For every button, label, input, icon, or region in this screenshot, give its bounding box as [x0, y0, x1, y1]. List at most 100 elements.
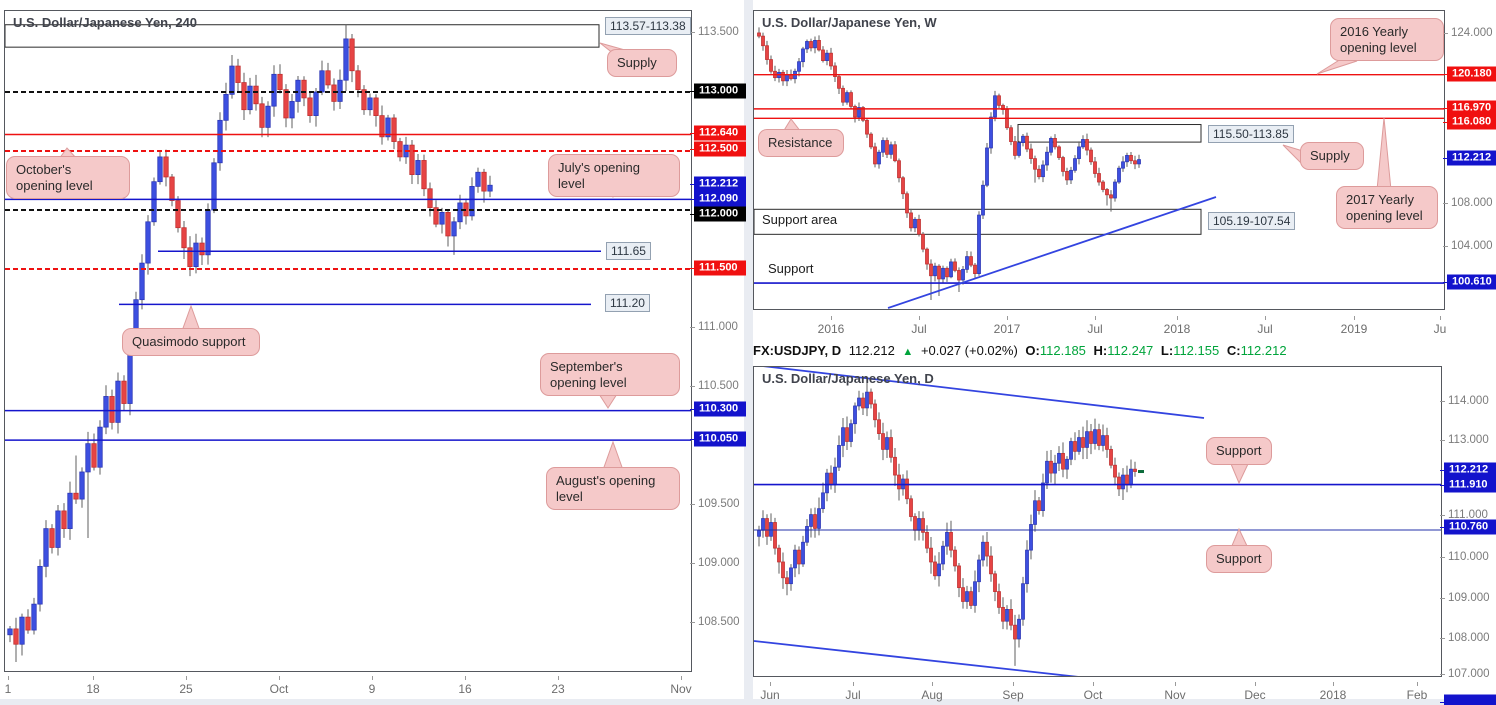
candle-body: [223, 93, 229, 121]
candle-body: [1057, 452, 1061, 464]
axis-price-label: 120.180: [1447, 66, 1496, 82]
candle-body: [797, 61, 801, 72]
axis-tick-label: Ju: [1433, 322, 1447, 336]
ticker-symbol[interactable]: FX:USDJPY, D: [753, 343, 842, 358]
candle-body: [981, 541, 985, 561]
axis-tick: [1354, 316, 1355, 320]
candle-body: [1097, 173, 1101, 183]
candle-body: [853, 405, 857, 425]
candle-body: [1129, 155, 1133, 162]
candle-body: [445, 211, 451, 237]
axis-price-label: 111.500: [694, 260, 746, 276]
candle-body: [415, 160, 421, 175]
candle-body: [181, 227, 187, 249]
candle-body: [849, 92, 853, 107]
candle-body: [965, 256, 969, 270]
candle-body: [909, 498, 913, 517]
candlestick-canvas-4h: [5, 24, 691, 662]
candle-body: [211, 162, 217, 211]
candle-body: [1129, 468, 1133, 486]
trendline[interactable]: [887, 196, 1217, 309]
candle-body: [1081, 437, 1085, 448]
axis-tick-label: 109.000: [698, 557, 740, 569]
candle-body: [1009, 609, 1013, 626]
candle-body: [909, 212, 913, 229]
candle-body: [427, 188, 433, 209]
candle-body: [73, 492, 79, 500]
candle-body: [893, 456, 897, 476]
candle-body: [349, 38, 355, 72]
pane-separator-vertical[interactable]: [744, 0, 753, 705]
candle-body: [145, 221, 151, 264]
candle-body: [1041, 482, 1045, 512]
axis-tick-label: 111.000: [698, 321, 738, 333]
candle-body: [61, 510, 67, 529]
candle-body: [259, 103, 265, 128]
candle-body: [7, 628, 13, 636]
ticker-high-value: 112.247: [1107, 343, 1154, 358]
axis-tick: [919, 316, 920, 320]
candle-body: [163, 156, 169, 178]
candle-body: [801, 541, 805, 565]
candle-body: [897, 474, 901, 490]
candle-body: [331, 84, 337, 102]
candle-body: [391, 117, 397, 142]
candle-body: [55, 510, 61, 548]
candle-body: [997, 591, 1001, 608]
axis-tick-label: 109.500: [698, 498, 740, 510]
chart-pane-weekly[interactable]: U.S. Dollar/Japanese Yen, W: [753, 10, 1445, 310]
candle-body: [1077, 437, 1081, 452]
candle-body: [825, 472, 829, 494]
candle-body: [953, 549, 957, 567]
axis-tick: [1093, 682, 1094, 686]
candle-body: [877, 419, 881, 434]
candle-body: [1021, 135, 1025, 144]
candle-body: [19, 616, 25, 645]
candle-body: [829, 52, 833, 67]
candle-body: [379, 115, 385, 138]
axis-tick-label: Jul: [1257, 322, 1273, 336]
axis-tick-label: 110.000: [1448, 551, 1489, 563]
axis-price-label: 112.212: [1444, 462, 1496, 478]
axis-tick-label: 9: [368, 682, 376, 696]
axis-tick: [681, 676, 682, 680]
callout-tail: [598, 393, 618, 409]
chart-title-4h: U.S. Dollar/Japanese Yen, 240: [13, 15, 198, 30]
callout-tail: [1282, 144, 1304, 167]
candle-body: [817, 40, 821, 51]
candle-body: [845, 427, 849, 442]
candle-body: [1101, 181, 1105, 190]
axis-tick: [372, 676, 373, 680]
candle-body: [67, 492, 73, 529]
candle-body: [861, 397, 865, 409]
candle-body: [1061, 157, 1065, 172]
candle-body: [769, 522, 773, 537]
candle-body: [103, 396, 109, 428]
candle-body: [85, 443, 91, 473]
up-arrow-icon: ▲: [902, 346, 914, 358]
candle-body: [917, 218, 921, 235]
candle-body: [361, 89, 367, 111]
candle-body: [769, 59, 773, 72]
candle-body: [115, 380, 121, 423]
axis-tick: [558, 676, 559, 680]
supply-zone[interactable]: [5, 24, 600, 48]
candle-body: [901, 177, 905, 195]
candle-body: [79, 471, 85, 500]
chart-pane-4h[interactable]: U.S. Dollar/Japanese Yen, 240: [4, 10, 692, 672]
chart-pane-daily[interactable]: U.S. Dollar/Japanese Yen, D: [753, 366, 1442, 677]
candle-body: [937, 265, 941, 280]
candle-body: [157, 156, 163, 183]
axis-price-label: 110.050: [694, 431, 746, 447]
candle-body: [187, 247, 193, 268]
trendline[interactable]: [754, 640, 1088, 677]
candle-body: [1125, 155, 1129, 163]
candle-body: [797, 549, 801, 565]
candle-body: [169, 176, 175, 201]
candle-body: [343, 38, 349, 81]
supply-zone[interactable]: [1017, 124, 1202, 143]
candle-body: [1097, 429, 1101, 446]
candle-body: [253, 85, 259, 105]
trendline[interactable]: [754, 367, 1205, 419]
callout-tail: [1376, 117, 1392, 191]
